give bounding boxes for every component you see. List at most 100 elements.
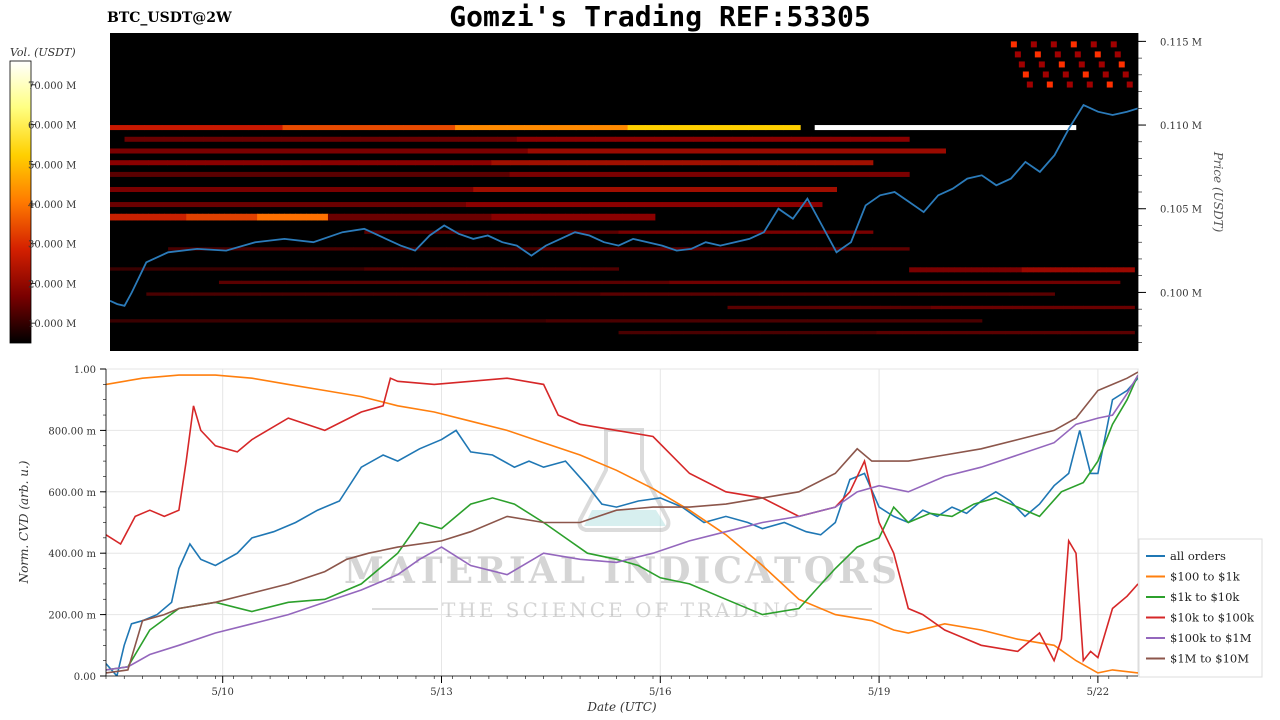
heatmap-cell [1073, 305, 1085, 310]
heatmap-cell [255, 186, 274, 192]
heatmap-cell [261, 136, 282, 142]
heatmap-cell [524, 319, 547, 323]
heatmap-cell [287, 267, 302, 271]
heatmap-cell [1074, 280, 1098, 285]
heatmap-cell [605, 230, 620, 234]
heatmap-cell [256, 148, 278, 154]
heatmap-cell [1097, 280, 1121, 285]
heatmap-cell [509, 292, 533, 296]
heatmap-cell [450, 213, 460, 221]
heatmap-cell [796, 230, 810, 234]
colorbar-tick-label: 30.000 M [28, 240, 76, 251]
heatmap-cell [273, 213, 280, 221]
heatmap-cell [631, 330, 645, 335]
heatmap-cell [758, 230, 772, 234]
heatmap-cell [197, 213, 204, 221]
heatmap-cell [1078, 61, 1085, 68]
heatmap-cell [160, 267, 175, 271]
heatmap-cell [242, 247, 262, 251]
heatmap-cell [1044, 330, 1058, 335]
heatmap-cell [572, 202, 592, 208]
heatmap-cell [623, 292, 647, 296]
heatmap-cell [1082, 330, 1097, 335]
heatmap-cell [243, 160, 264, 166]
heatmap-cell [910, 305, 922, 310]
heatmap-cell [669, 230, 683, 234]
heatmap-cell [991, 305, 1003, 310]
heatmap-cell [1027, 267, 1034, 273]
heatmap-cell [556, 136, 577, 142]
heatmap-cell [682, 230, 696, 234]
heatmap-cell [235, 213, 242, 221]
heatmap-cell [799, 330, 813, 335]
heatmap-cell [778, 148, 800, 154]
heatmap-cell [715, 148, 738, 154]
heatmap-cell [783, 230, 798, 234]
heatmap-cell [309, 280, 333, 285]
heatmap-cell [466, 213, 476, 221]
heatmap-cell [917, 280, 941, 285]
heatmap-cell [765, 125, 784, 131]
heatmap-cell [829, 319, 852, 323]
heatmap-cell [895, 292, 919, 296]
heatmap-cell [540, 213, 550, 221]
heatmap-cell [872, 280, 896, 285]
heatmap-cell [444, 280, 468, 285]
heatmap-cell [418, 186, 438, 192]
heatmap-cell [214, 292, 238, 296]
heatmap-cell [1055, 267, 1062, 273]
heatmap-cell [506, 148, 529, 154]
heatmap-cell [612, 247, 632, 251]
heatmap-cell [890, 247, 910, 251]
heatmap-cell [191, 213, 198, 221]
heatmap-cell [421, 280, 445, 285]
heatmap-cell [691, 280, 715, 285]
heatmap-cell [329, 171, 351, 177]
heatmap-cell [175, 213, 182, 221]
heatmap-cell [339, 148, 362, 154]
heatmap-cell [146, 292, 170, 296]
heatmap-cell [129, 160, 149, 166]
heatmap-cell [622, 213, 631, 221]
heatmap-cell [316, 247, 336, 251]
heatmap-cell [436, 186, 456, 192]
heatmap-cell [1126, 81, 1133, 88]
heatmap-cell [327, 292, 352, 296]
heatmap-cell [1094, 51, 1101, 58]
heatmap-cell [564, 186, 583, 192]
heatmap-cell [131, 319, 155, 323]
heatmap-cell [317, 125, 335, 131]
heatmap-cell [489, 280, 513, 285]
heatmap-cell [386, 125, 404, 131]
heatmap-cell [1052, 305, 1064, 310]
heatmap-cell [128, 186, 147, 192]
heatmap-cell [1086, 81, 1093, 88]
x-tick-label: 5/22 [1087, 687, 1109, 698]
heatmap-cell [124, 136, 145, 142]
heatmap-cell [218, 280, 242, 285]
heatmap-cell [984, 280, 1008, 285]
heatmap-cell [707, 230, 721, 234]
heatmap-cell [745, 186, 765, 192]
heatmap-cell [679, 125, 698, 131]
heatmap-cell [146, 186, 165, 192]
heatmap-cell [537, 202, 556, 208]
heatmap-cell [815, 160, 836, 166]
heatmap-cell [399, 280, 423, 285]
heatmap-cell [575, 247, 595, 251]
heatmap-cell [402, 148, 424, 154]
heatmap-cell [713, 125, 732, 131]
heatmap-cell [396, 292, 420, 296]
heatmap-cell [742, 319, 765, 323]
heatmap-cell [120, 213, 127, 221]
heatmap-cell [144, 136, 165, 142]
heatmap-cell [1010, 41, 1017, 48]
heatmap-cell [305, 292, 329, 296]
heatmap-cell [789, 171, 810, 177]
heatmap-cell [1093, 305, 1105, 310]
heatmap-cell [771, 230, 785, 234]
heatmap-cell [863, 330, 877, 335]
heatmap-cell [915, 330, 929, 335]
heatmap-cell [465, 267, 480, 271]
heatmap-cell [127, 125, 146, 131]
